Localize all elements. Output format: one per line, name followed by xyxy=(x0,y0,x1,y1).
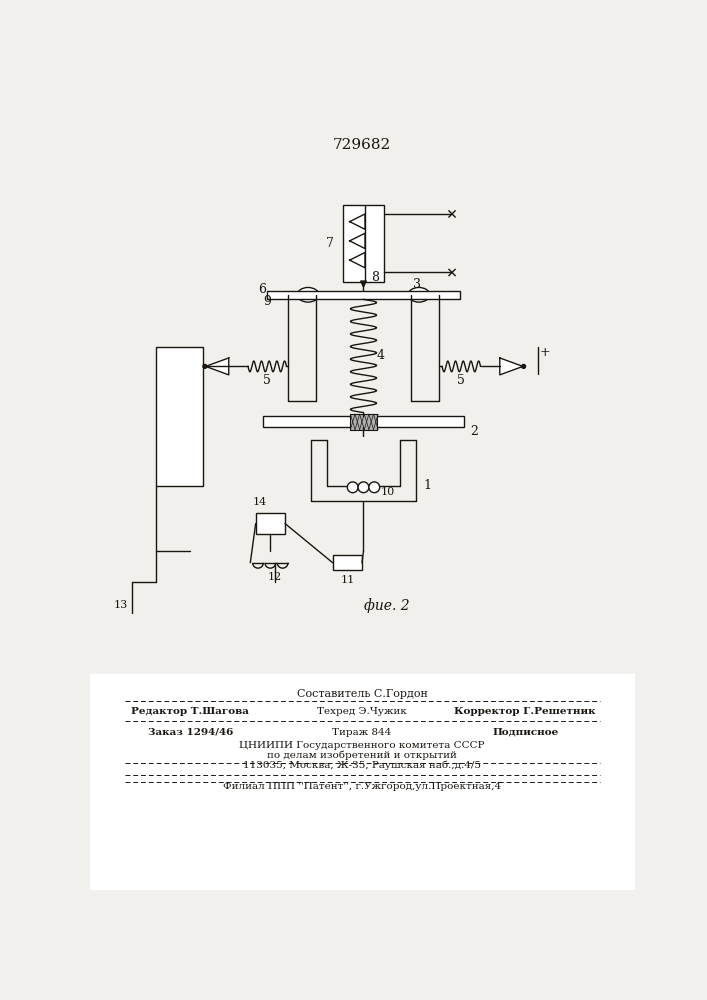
Circle shape xyxy=(358,482,369,493)
Text: 13: 13 xyxy=(114,600,128,610)
Bar xyxy=(264,416,464,427)
Text: 12: 12 xyxy=(268,572,282,582)
Text: 3: 3 xyxy=(414,278,421,291)
Text: +: + xyxy=(539,346,550,359)
Bar xyxy=(333,555,362,570)
Text: 2: 2 xyxy=(469,425,478,438)
Ellipse shape xyxy=(408,287,430,302)
Circle shape xyxy=(369,482,380,493)
Text: Техред Э.Чужик: Техред Э.Чужик xyxy=(317,707,407,716)
Bar xyxy=(267,291,460,299)
Text: 113035, Москва, Ж-35, Раушская наб.,д.4/5: 113035, Москва, Ж-35, Раушская наб.,д.4/… xyxy=(243,761,481,770)
Text: по делам изобретений и открытий: по делам изобретений и открытий xyxy=(267,750,457,760)
Text: 6: 6 xyxy=(258,283,266,296)
Text: 4: 4 xyxy=(376,349,385,362)
Text: 729682: 729682 xyxy=(333,138,391,152)
Text: 8: 8 xyxy=(371,271,379,284)
Bar xyxy=(156,347,204,486)
Bar xyxy=(256,513,285,534)
Text: 14: 14 xyxy=(252,497,267,507)
Circle shape xyxy=(347,482,358,493)
Text: ЦНИИПИ Государственного комитета СССР: ЦНИИПИ Государственного комитета СССР xyxy=(239,741,485,750)
Text: Тираж 844: Тираж 844 xyxy=(332,728,392,737)
Bar xyxy=(90,674,635,890)
Bar xyxy=(351,414,377,430)
Text: 5: 5 xyxy=(457,374,465,387)
Text: 9: 9 xyxy=(263,295,271,308)
Text: Филиал ППП ''Патент'', г.Ужгород,ул.Проектная,4: Филиал ППП ''Патент'', г.Ужгород,ул.Прое… xyxy=(223,782,501,791)
Bar xyxy=(351,414,377,430)
Text: Подписное: Подписное xyxy=(492,728,559,737)
Polygon shape xyxy=(500,358,523,375)
Text: фие. 2: фие. 2 xyxy=(364,598,409,613)
Text: 1: 1 xyxy=(423,479,431,492)
Ellipse shape xyxy=(297,287,319,302)
Text: 11: 11 xyxy=(340,575,354,585)
Text: 5: 5 xyxy=(263,374,271,387)
Bar xyxy=(343,205,385,282)
Text: 7: 7 xyxy=(326,237,334,250)
Text: Редактор Т.Шагова: Редактор Т.Шагова xyxy=(132,707,249,716)
Text: Составитель С.Гордон: Составитель С.Гордон xyxy=(296,689,428,699)
Circle shape xyxy=(522,364,525,368)
Text: 10: 10 xyxy=(380,487,395,497)
Polygon shape xyxy=(206,358,229,375)
Circle shape xyxy=(203,364,207,368)
Text: Корректор Г.Решетник: Корректор Г.Решетник xyxy=(455,707,596,716)
Text: Заказ 1294/46: Заказ 1294/46 xyxy=(148,728,233,737)
